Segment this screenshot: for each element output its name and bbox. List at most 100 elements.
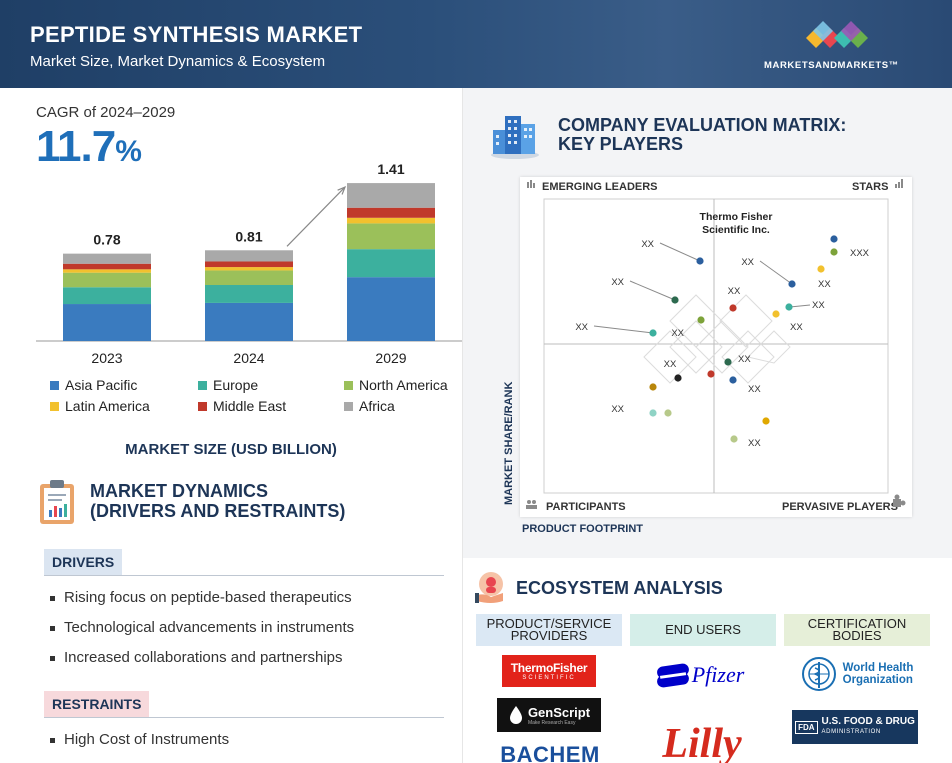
logo-text: U.S. FOOD & DRUG	[821, 716, 915, 727]
header-line: CERTIFICATION	[807, 616, 907, 631]
quadrant-emerging-leaders: EMERGING LEADERS	[542, 181, 658, 193]
emerging-leaders-icon	[527, 180, 535, 188]
company-point	[762, 417, 770, 425]
bar-total-label: 1.41	[377, 161, 404, 177]
leader-line	[759, 260, 793, 285]
evaluation-matrix: EMERGING LEADERS STARS PARTICIPANTS PERV…	[520, 177, 912, 517]
legend-swatch	[50, 401, 59, 411]
cagr-value: 11.7%	[36, 122, 142, 172]
company-point	[729, 304, 737, 312]
company-point	[696, 257, 704, 265]
matrix-title-line1: COMPANY EVALUATION MATRIX:	[558, 115, 847, 135]
who-emblem-icon	[801, 657, 836, 691]
legend-label: North America	[359, 377, 448, 393]
cagr-number: 11.7	[36, 122, 116, 171]
ecosystem-header-certification: CERTIFICATION BODIES	[784, 614, 930, 646]
pfizer-pill-icon	[656, 663, 689, 688]
company-point	[830, 235, 838, 243]
bar-segment-latin-america	[205, 267, 293, 271]
bar-segment-europe	[347, 249, 435, 278]
highlight-company-line1: Thermo Fisher	[700, 211, 773, 223]
legend-label: Europe	[213, 377, 259, 393]
thermo-fisher-logo: ThermoFisher SCIENTIFIC	[502, 655, 596, 687]
bar-segment-europe	[63, 287, 151, 305]
matrix-x-axis-label: PRODUCT FOOTPRINT	[522, 523, 643, 535]
fda-logo: FDA U.S. FOOD & DRUG ADMINISTRATION	[792, 710, 918, 744]
leader-line	[593, 325, 654, 334]
legend-label: Middle East	[213, 398, 287, 414]
buildings-icon	[491, 116, 539, 159]
header-line: BODIES	[832, 628, 882, 643]
restraints-heading: RESTRAINTS	[44, 691, 150, 717]
legend-item: North America	[344, 377, 448, 393]
company-point	[697, 316, 705, 324]
clipboard-chart-icon	[40, 480, 74, 524]
company-label: XX	[748, 384, 761, 395]
chart-xlabel: MARKET SIZE (USD BILLION)	[125, 441, 337, 458]
x-tick-label: 2029	[375, 350, 406, 366]
legend-swatch	[198, 380, 207, 390]
leader-line	[789, 304, 811, 308]
x-tick-label: 2024	[233, 350, 264, 366]
legend-swatch	[344, 380, 353, 390]
logo-text: BACHEM	[500, 742, 600, 763]
company-point	[729, 376, 737, 384]
company-point	[671, 296, 679, 304]
company-point	[649, 329, 657, 337]
company-point	[649, 383, 657, 391]
quadrant-pervasive-players: PERVASIVE PLAYERS	[782, 501, 898, 513]
market-size-chart: 0.78 2023 0.81 2024 1.41 2029	[36, 161, 462, 366]
legend-swatch	[50, 380, 59, 390]
company-label: XXX	[850, 248, 870, 259]
cagr-label: CAGR of 2024–2029	[36, 104, 176, 121]
lilly-logo: Lilly	[648, 710, 756, 763]
company-point	[830, 248, 838, 256]
company-point	[772, 310, 780, 318]
pfizer-logo: Pfizer	[652, 656, 748, 694]
legend-label: Africa	[359, 398, 395, 414]
company-point	[730, 435, 738, 443]
bar-segment-middle-east	[63, 263, 151, 270]
stars-icon	[895, 179, 903, 188]
panel-divider	[462, 88, 463, 763]
participants-icon	[526, 500, 537, 509]
company-point	[788, 280, 796, 288]
market-dynamics-title-line1: MARKET DYNAMICS	[90, 481, 268, 501]
logo-text: FDA	[795, 720, 818, 734]
matrix-plot: EMERGING LEADERS STARS PARTICIPANTS PERV…	[526, 179, 906, 513]
logo-text: SCIENTIFIC	[522, 675, 576, 681]
company-label: XX	[741, 257, 754, 268]
company-label: XX	[748, 438, 761, 449]
company-point	[785, 303, 793, 311]
logo-text: Lilly	[662, 720, 742, 763]
restraints-list: High Cost of Instruments	[50, 730, 229, 760]
legend-label: Asia Pacific	[65, 377, 138, 393]
bar-segment-africa	[347, 183, 435, 208]
legend-item: Europe	[198, 377, 258, 393]
company-point	[817, 265, 825, 273]
market-dynamics-title-line2: (DRIVERS AND RESTRAINTS)	[90, 501, 346, 521]
logo-text: World Health	[842, 662, 914, 674]
ecosystem-title: ECOSYSTEM ANALYSIS	[516, 578, 723, 598]
company-label: XX	[812, 300, 825, 311]
drivers-divider	[44, 575, 444, 576]
brand-logo-icon	[806, 21, 868, 48]
company-label: XX	[738, 354, 751, 365]
header-line: PRODUCT/SERVICE	[486, 616, 612, 631]
logo-text: ThermoFisher	[510, 661, 588, 675]
ecosystem-header-end-users: END USERS	[630, 614, 776, 646]
company-label: XX	[641, 239, 654, 250]
bar-segment-north-america	[347, 223, 435, 250]
legend-item: Asia Pacific	[50, 377, 137, 393]
company-label: XX	[818, 279, 831, 290]
bachem-logo: BACHEM	[498, 741, 602, 763]
matrix-title: COMPANY EVALUATION MATRIX: KEY PLAYERS	[558, 116, 846, 154]
ecosystem-hand-icon	[475, 572, 503, 603]
header-banner: PEPTIDE SYNTHESIS MARKET Market Size, Ma…	[0, 0, 952, 88]
list-item: Rising focus on peptide-based therapeuti…	[50, 588, 354, 618]
list-item: Technological advancements in instrument…	[50, 618, 354, 648]
bar-segment-latin-america	[63, 269, 151, 273]
logo-text: Pfizer	[691, 662, 745, 687]
company-label: XX	[611, 404, 624, 415]
company-label: XX	[575, 322, 588, 333]
